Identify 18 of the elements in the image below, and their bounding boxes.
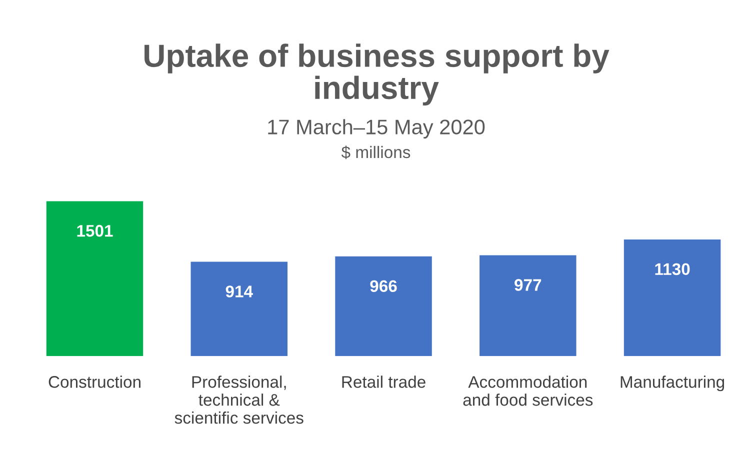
bar [335, 256, 432, 356]
x-tick-label: Retail trade [342, 376, 426, 388]
bar [46, 201, 144, 356]
data-label: 914 [226, 286, 253, 298]
data-label: 1501 [77, 224, 113, 237]
chart-title: Uptake of business support by industry [144, 44, 610, 106]
data-label: 966 [370, 280, 397, 292]
data-label: 977 [514, 279, 542, 291]
x-tick-label: Professional, technical & scientific services [174, 376, 304, 424]
x-tick-label: Accommodation and food services [463, 376, 593, 406]
bar [624, 239, 721, 356]
data-label: 1130 [655, 263, 690, 276]
bar [480, 255, 576, 356]
chart-subtitle: 17 March–15 May 2020 [268, 119, 485, 139]
x-tick-label: Manufacturing [620, 376, 724, 392]
bar [190, 262, 288, 356]
x-tick-label: Construction [48, 376, 140, 388]
text: $ millions [341, 146, 410, 160]
